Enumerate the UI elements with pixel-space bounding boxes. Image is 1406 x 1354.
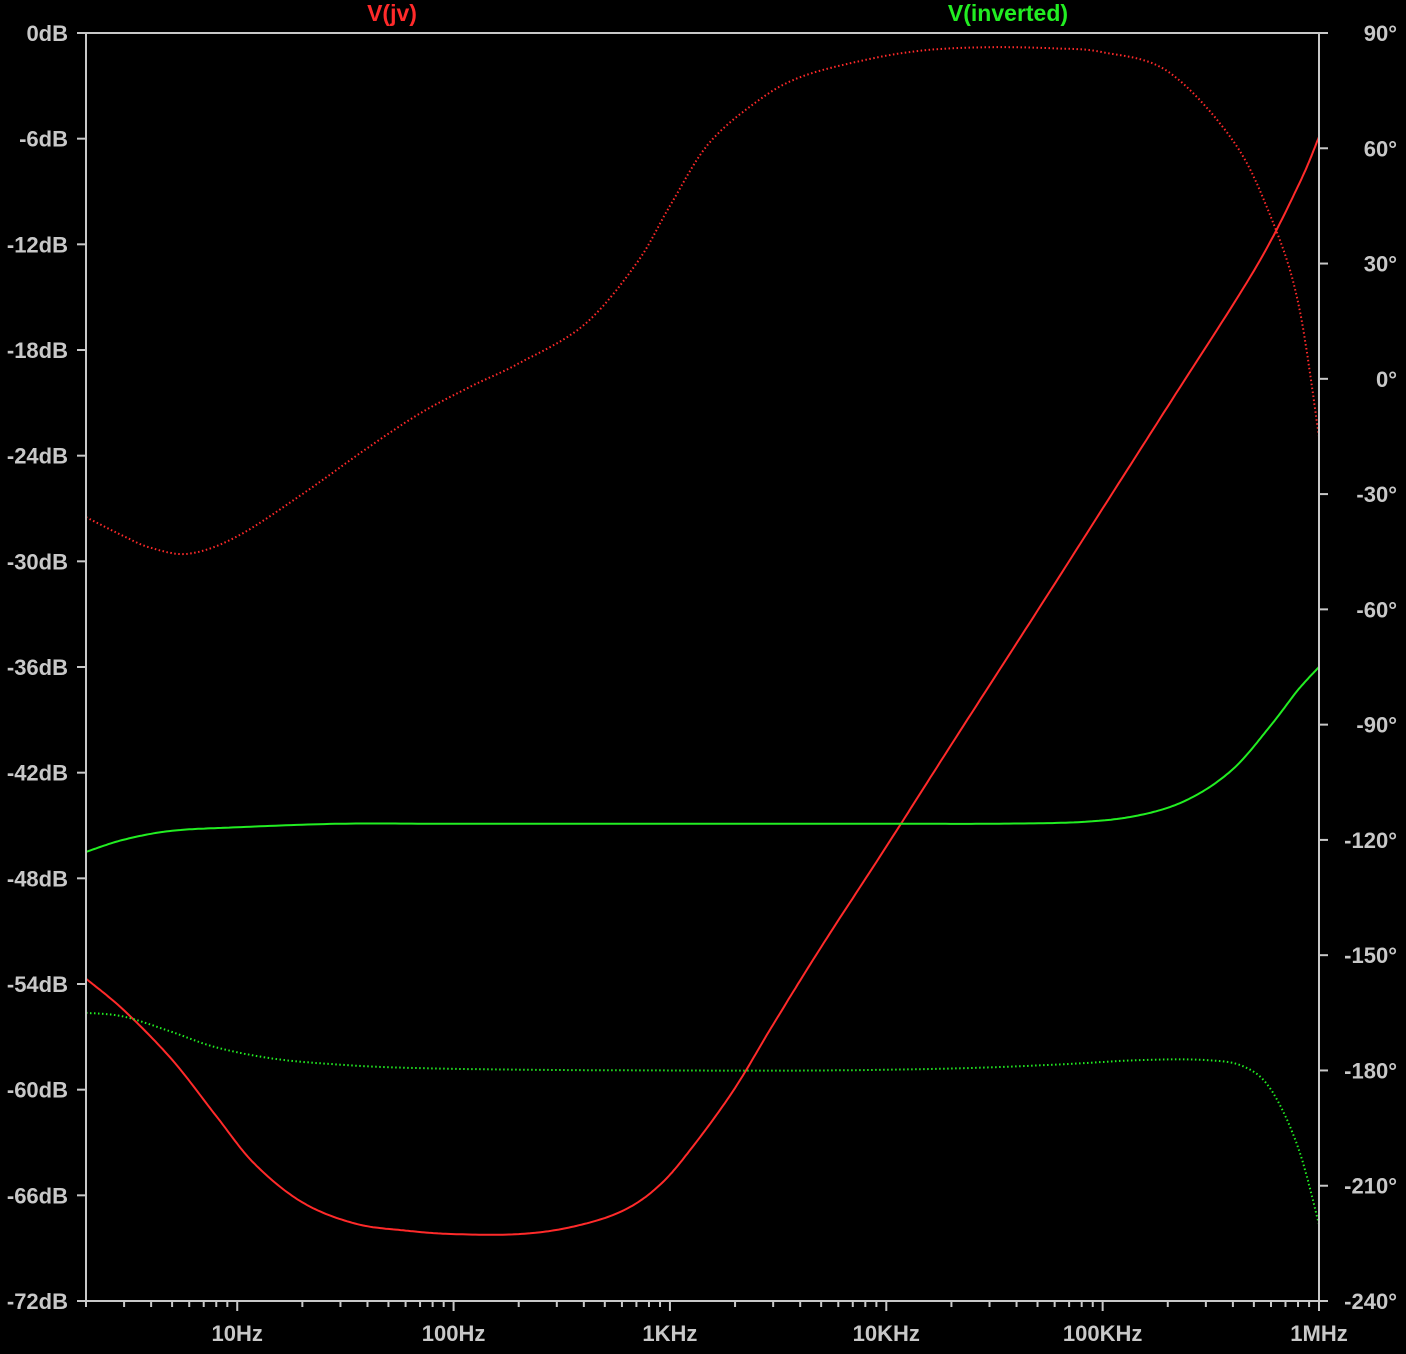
axis-ticks [77,32,1328,1311]
x-tick-label: 1KHz [642,1321,697,1346]
x-tick-label: 10KHz [853,1321,920,1346]
right-tick-label: -150° [1344,943,1397,968]
right-tick-label: 0° [1376,367,1397,392]
left-tick-label: -48dB [7,866,68,891]
left-tick-label: -30dB [7,549,68,574]
right-tick-label: -210° [1344,1174,1397,1199]
legend: V(jv) V(inverted) [367,0,1068,26]
right-tick-label: -240° [1344,1289,1397,1314]
right-tick-label: -30° [1356,482,1397,507]
right-tick-label: -60° [1356,597,1397,622]
series-layer [85,46,1320,1236]
right-tick-label: -120° [1344,828,1397,853]
left-tick-label: -60dB [7,1078,68,1103]
left-tick-label: -36dB [7,655,68,680]
left-tick-label: -18dB [7,338,68,363]
left-tick-label: -42dB [7,761,68,786]
left-tick-label: -12dB [7,232,68,257]
left-tick-label: 0dB [26,21,68,46]
axis-labels: 0dB -6dB -12dB -18dB -24dB -30dB -36dB -42dB -48… [7,21,1397,1346]
left-tick-label: -66dB [7,1183,68,1208]
x-tick-label: 100KHz [1063,1321,1142,1346]
right-tick-label: 60° [1364,136,1397,161]
x-tick-label: 1MHz [1290,1321,1347,1346]
right-tick-label: 30° [1364,252,1397,277]
legend-v-jv: V(jv) [367,0,417,26]
plot-frame [85,32,1320,1302]
x-tick-label: 10Hz [212,1321,263,1346]
right-tick-label: 90° [1364,21,1397,46]
left-tick-label: -6dB [19,127,68,152]
left-tick-label: -72dB [7,1289,68,1314]
series-v-inverted-magnitude [85,666,1320,853]
right-tick-label: -180° [1344,1058,1397,1083]
series-v-jv-magnitude [85,136,1320,1236]
right-tick-label: -90° [1356,713,1397,738]
left-tick-label: -24dB [7,444,68,469]
x-tick-label: 100Hz [422,1321,486,1346]
legend-v-inverted: V(inverted) [948,0,1068,26]
left-tick-label: -54dB [7,972,68,997]
